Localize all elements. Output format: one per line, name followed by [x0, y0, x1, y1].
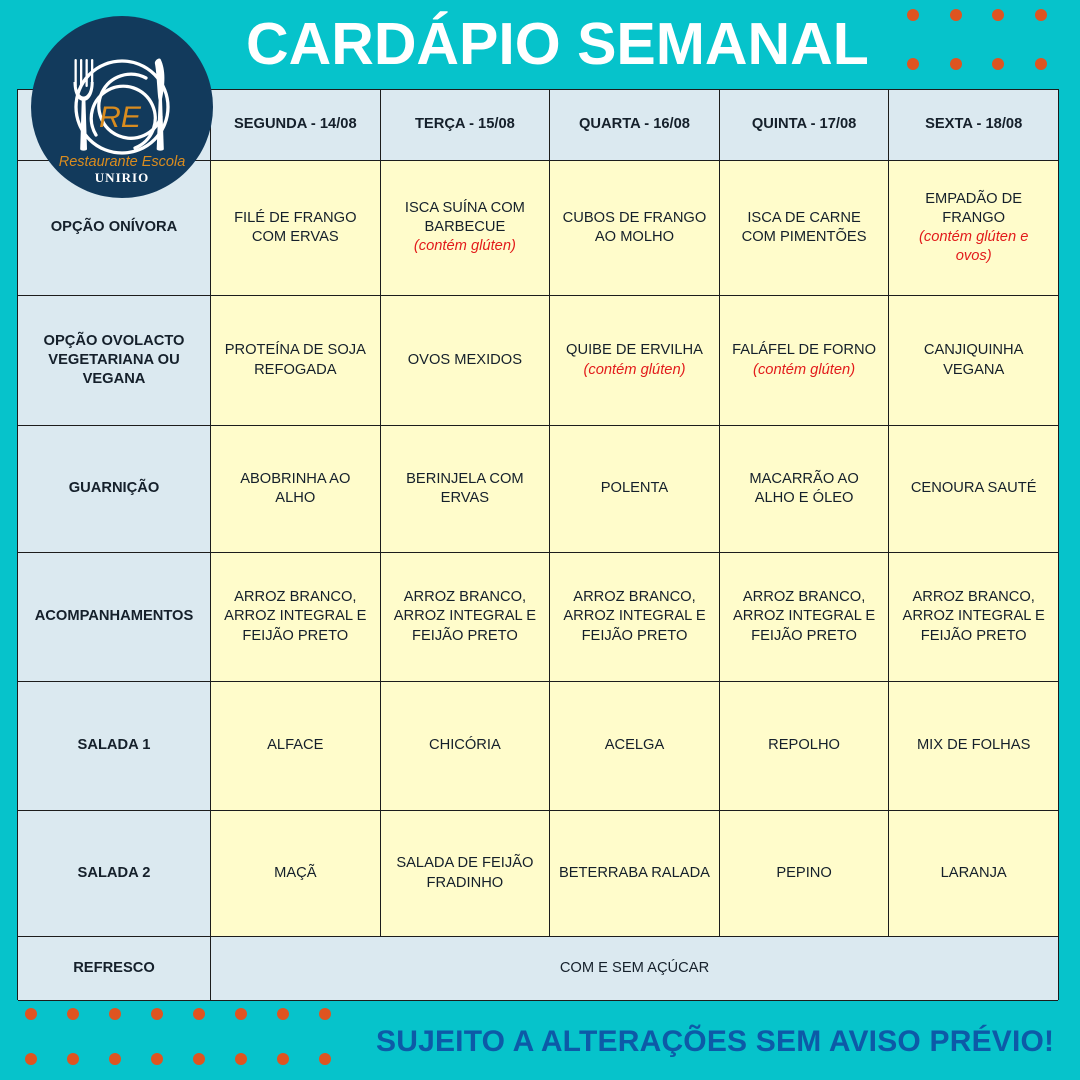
svg-text:RE: RE: [99, 101, 142, 134]
svg-text:UNIRIO: UNIRIO: [95, 170, 149, 185]
svg-text:Restaurante Escola: Restaurante Escola: [59, 154, 186, 170]
